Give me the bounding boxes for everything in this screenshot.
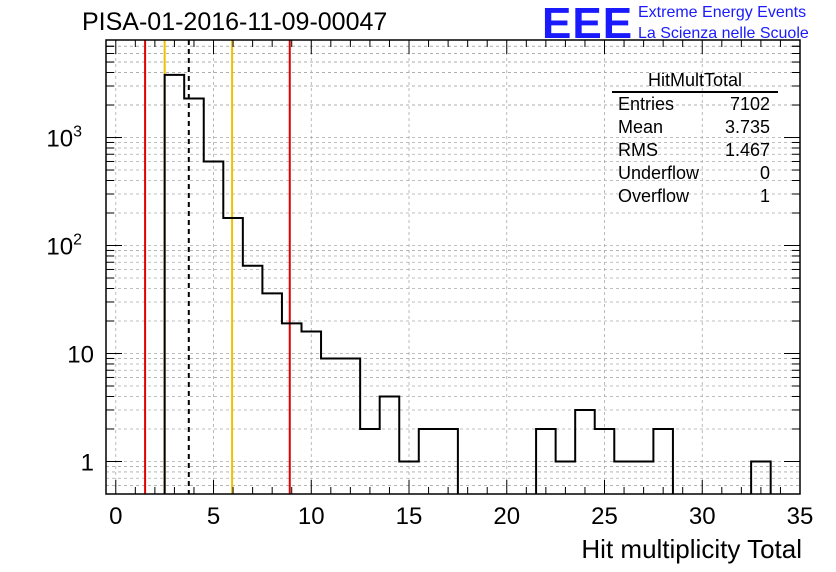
stats-value: 3.735 [724, 117, 770, 137]
x-tick-label: 0 [109, 503, 122, 530]
histogram-bin [321, 358, 341, 494]
x-axis-label: Hit multiplicity Total [581, 534, 802, 564]
histogram-bin [360, 429, 380, 494]
stats-row: RMS 1.467 [612, 139, 778, 162]
stats-box: HitMultTotal Entries 7102 Mean 3.735 RMS 1.46… [612, 70, 778, 208]
y-tick-exponent: 3 [73, 124, 82, 141]
histogram-bin [204, 161, 224, 494]
histogram-bin [282, 323, 302, 494]
y-tick-base: 10 [67, 342, 94, 369]
chart-title: PISA-01-2016-11-09-00047 [82, 8, 388, 36]
stats-label: Underflow [618, 163, 700, 183]
x-tick-label: 30 [689, 503, 716, 530]
stats-row: Overflow 1 [612, 185, 778, 208]
stats-label: Entries [618, 94, 675, 114]
histogram-bin [341, 358, 361, 494]
x-tick-label: 5 [207, 503, 220, 530]
stats-label: RMS [618, 140, 658, 160]
y-tick-label: 1 [81, 449, 94, 476]
y-tick-base: 10 [46, 234, 73, 261]
x-tick-label: 20 [493, 503, 520, 530]
y-tick-base: 1 [81, 449, 94, 476]
histogram-bin [438, 429, 458, 494]
y-tick-exponent: 2 [73, 232, 82, 249]
stats-row: Underflow 0 [612, 162, 778, 185]
plot-frame [105, 39, 801, 495]
logo-caption: Extreme Energy Events La Scienza nelle S… [638, 2, 809, 44]
stats-label: Overflow [618, 186, 690, 206]
histogram-bin [243, 266, 263, 494]
stats-value: 1 [759, 186, 770, 206]
stats-rows: Entries 7102 Mean 3.735 RMS 1.467 Underflow 0 Ov… [612, 93, 778, 208]
histogram-bin [575, 410, 595, 494]
stats-label: Mean [618, 117, 664, 137]
histogram-bin [165, 75, 185, 494]
histogram-bin [653, 429, 673, 494]
grid [106, 39, 801, 495]
histogram-bin [223, 218, 243, 494]
histogram-bin [419, 429, 439, 494]
histogram-outline [163, 73, 772, 494]
histogram-bin [301, 331, 321, 494]
x-tick-label: 15 [396, 503, 423, 530]
y-tick-label: 10 [67, 342, 94, 369]
logo-line-1: Extreme Energy Events [638, 4, 807, 21]
histogram-bin [184, 98, 204, 494]
stats-row: Mean 3.735 [612, 116, 778, 139]
histogram-bin [380, 396, 400, 494]
histogram-bin [536, 429, 556, 494]
axis-ticks [106, 39, 801, 494]
histogram-bin [262, 293, 282, 494]
y-tick-label: 103 [46, 124, 82, 153]
reference-lines [144, 40, 291, 494]
x-tick-label: 35 [787, 503, 814, 530]
stats-title: HitMultTotal [612, 70, 778, 93]
y-tick-label: 102 [46, 232, 82, 261]
stats-value: 0 [759, 163, 770, 183]
y-tick-base: 10 [46, 126, 73, 153]
eee-logo: EEE [542, 0, 634, 48]
x-tick-label: 10 [298, 503, 325, 530]
stats-value: 7102 [729, 94, 770, 114]
logo-line-2: La Scienza nelle Scuole [638, 25, 809, 42]
stats-value: 1.467 [724, 140, 770, 160]
x-tick-label: 25 [591, 503, 618, 530]
stats-row: Entries 7102 [612, 93, 778, 116]
